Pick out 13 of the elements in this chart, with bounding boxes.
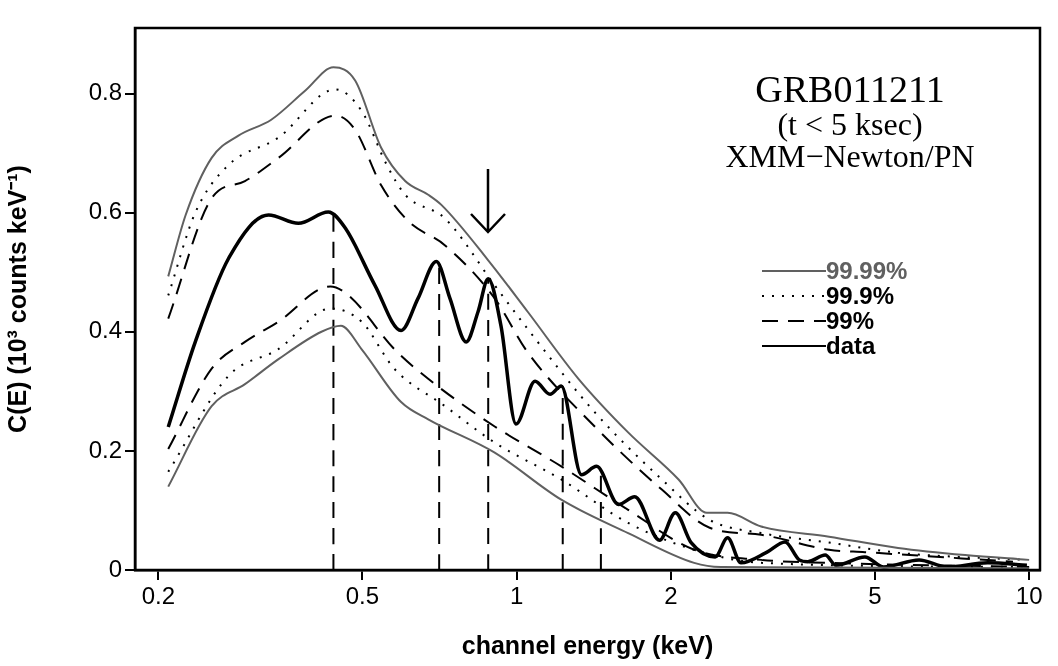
y-tick-label: 0.4 [88, 316, 122, 344]
y-tick-label: 0.2 [88, 435, 122, 463]
y-axis-title: C(E) (10³ counts keV⁻¹) [2, 165, 31, 433]
x-tick-label: 2 [664, 582, 678, 610]
x-axis-title: channel energy (keV) [461, 630, 714, 659]
x-tick-label: 10 [1015, 582, 1043, 610]
x-tick-label: 5 [868, 582, 882, 610]
y-tick-label: 0 [108, 554, 122, 582]
x-tick-label: 0.5 [345, 582, 380, 610]
y-tick-label: 0.8 [88, 78, 122, 106]
x-tick-label: 0.2 [141, 582, 176, 610]
y-tick-label: 0.6 [88, 197, 122, 225]
x-tick-label: 1 [509, 582, 524, 610]
